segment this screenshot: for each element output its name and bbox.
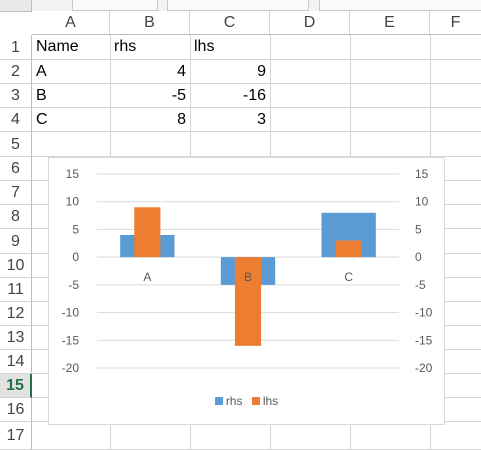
y-axis-tick-label: 0 bbox=[72, 250, 79, 264]
cell-a1[interactable]: Name bbox=[36, 38, 79, 55]
legend-item-rhs[interactable]: rhs bbox=[214, 394, 243, 408]
row-header-10[interactable]: 10 bbox=[0, 254, 32, 278]
secondary-y-axis-tick-label: -5 bbox=[415, 278, 426, 292]
bar-lhs-A bbox=[134, 207, 161, 258]
row-header-16[interactable]: 16 bbox=[0, 398, 32, 422]
cell-a2[interactable]: A bbox=[36, 63, 47, 80]
chart[interactable]: 15 15 10 10 5 5 0 0 -5 -5 -10 -10 -15 -15 -20 -20 A B C rh… bbox=[48, 157, 445, 425]
row-header-5[interactable]: 5 bbox=[0, 132, 32, 157]
row-header-8[interactable]: 8 bbox=[0, 205, 32, 229]
gridline bbox=[32, 83, 481, 84]
cell-b2[interactable]: 4 bbox=[177, 63, 186, 80]
y-axis-tick-label: -5 bbox=[68, 278, 79, 292]
sheet-tab-1[interactable] bbox=[72, 0, 158, 11]
gridline bbox=[32, 156, 481, 157]
row-header-2[interactable]: 2 bbox=[0, 60, 32, 84]
y-axis-tick-label: -20 bbox=[62, 361, 80, 375]
column-header-a[interactable]: A bbox=[32, 11, 110, 35]
legend-swatch-rhs bbox=[214, 397, 223, 405]
y-axis-tick-label: 10 bbox=[66, 195, 80, 209]
row-header-14[interactable]: 14 bbox=[0, 350, 32, 374]
secondary-y-axis-tick-label: 0 bbox=[415, 250, 422, 264]
legend-swatch-lhs bbox=[251, 397, 260, 405]
y-axis-tick-label: -15 bbox=[62, 333, 80, 347]
cell-b1[interactable]: rhs bbox=[114, 38, 137, 55]
column-header-e[interactable]: E bbox=[350, 11, 430, 35]
cell-c3[interactable]: -16 bbox=[242, 87, 266, 104]
cell-c1[interactable]: lhs bbox=[194, 38, 215, 55]
cell-b4[interactable]: 8 bbox=[177, 111, 186, 128]
secondary-y-axis-tick-label: -20 bbox=[415, 361, 433, 375]
column-header-b[interactable]: B bbox=[110, 11, 190, 35]
legend-item-lhs[interactable]: lhs bbox=[251, 394, 279, 408]
legend-label-rhs: rhs bbox=[225, 394, 243, 408]
x-axis-category-label: B bbox=[244, 270, 252, 284]
y-axis-tick-label: 15 bbox=[66, 167, 80, 181]
bar-lhs-B bbox=[234, 257, 262, 346]
row-header-12[interactable]: 12 bbox=[0, 302, 32, 326]
sheet-tab-3[interactable] bbox=[319, 0, 481, 11]
gridline bbox=[32, 59, 481, 60]
secondary-y-axis-tick-label: 5 bbox=[415, 222, 422, 236]
row-header-9[interactable]: 9 bbox=[0, 229, 32, 254]
y-axis-tick-label: -10 bbox=[62, 306, 80, 320]
legend-label-lhs: lhs bbox=[262, 394, 279, 408]
secondary-y-axis-tick-label: 15 bbox=[415, 167, 429, 181]
chart-plot: 15 15 10 10 5 5 0 0 -5 -5 -10 -10 -15 -15 -20 -20 A B C bbox=[62, 167, 433, 375]
cell-b3[interactable]: -5 bbox=[171, 87, 186, 104]
row-header-4[interactable]: 4 bbox=[0, 108, 32, 132]
y-axis-tick-label: 5 bbox=[72, 222, 79, 236]
row-header-11[interactable]: 11 bbox=[0, 278, 32, 302]
gridline bbox=[32, 107, 481, 108]
gridline bbox=[32, 131, 481, 132]
row-header-3[interactable]: 3 bbox=[0, 84, 32, 108]
sheet-tab-2[interactable] bbox=[167, 0, 309, 11]
row-header-7[interactable]: 7 bbox=[0, 181, 32, 205]
secondary-y-axis-tick-label: 10 bbox=[415, 195, 429, 209]
row-header-6[interactable]: 6 bbox=[0, 157, 32, 181]
column-header-f[interactable]: F bbox=[430, 11, 481, 35]
bar-lhs-C bbox=[335, 240, 362, 258]
x-axis-category-label: A bbox=[143, 270, 151, 284]
cell-a4[interactable]: C bbox=[36, 111, 48, 128]
secondary-y-axis-tick-label: -15 bbox=[415, 333, 433, 347]
select-all-corner[interactable] bbox=[0, 0, 32, 12]
row-header-15[interactable]: 15 bbox=[0, 374, 32, 398]
column-header-d[interactable]: D bbox=[270, 11, 350, 35]
row-header-13[interactable]: 13 bbox=[0, 326, 32, 350]
x-axis-category-label: C bbox=[344, 270, 353, 284]
row-header-17[interactable]: 17 bbox=[0, 422, 32, 450]
row-header-1[interactable]: 1 bbox=[0, 35, 32, 60]
cell-c4[interactable]: 3 bbox=[257, 111, 266, 128]
secondary-y-axis-tick-label: -10 bbox=[415, 306, 433, 320]
chart-legend[interactable]: rhs lhs bbox=[49, 394, 444, 408]
column-header-c[interactable]: C bbox=[190, 11, 270, 35]
cell-a3[interactable]: B bbox=[36, 87, 47, 104]
cell-c2[interactable]: 9 bbox=[257, 63, 266, 80]
